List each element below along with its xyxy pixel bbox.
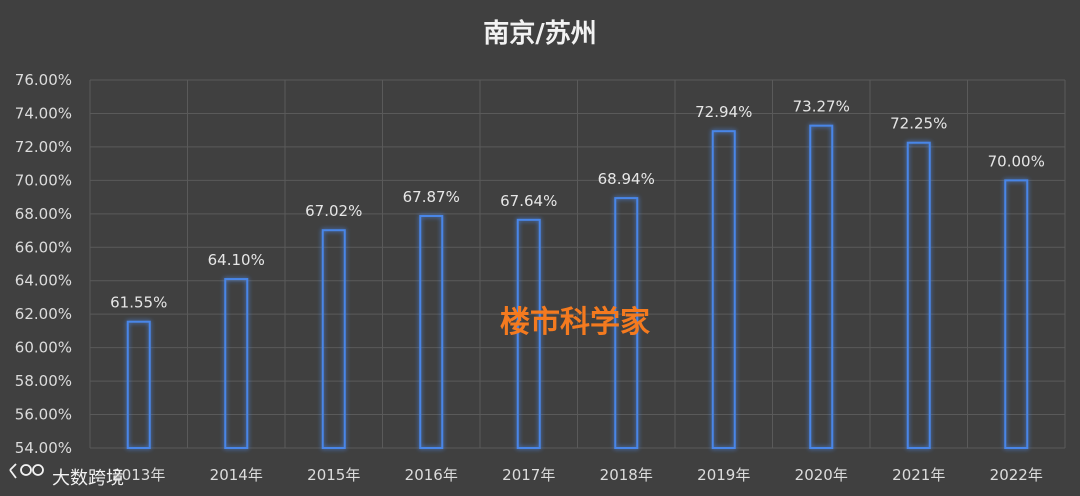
x-tick-label: 2014年 — [210, 466, 263, 484]
x-tick-label: 2016年 — [405, 466, 458, 484]
bar — [711, 130, 736, 449]
y-tick-label: 68.00% — [15, 205, 72, 223]
data-label: 67.02% — [305, 202, 362, 220]
y-axis-ticks: 54.00% 56.00% 58.00% 60.00% 62.00% 64.00% 66.0… — [15, 71, 72, 457]
bar — [809, 124, 834, 449]
data-label: 73.27% — [793, 98, 850, 116]
x-tick-label: 2020年 — [795, 466, 848, 484]
chart-title: 南京/苏州 — [483, 18, 597, 49]
data-label: 72.94% — [695, 103, 752, 121]
data-labels: 61.55% 64.10% 67.02% 67.87% 67.64% 68.94% 72.9… — [110, 98, 1045, 312]
y-tick-label: 64.00% — [15, 272, 72, 290]
bar — [224, 278, 249, 449]
y-tick-label: 76.00% — [15, 71, 72, 89]
bar-series — [126, 124, 1029, 450]
y-tick-label: 74.00% — [15, 104, 72, 122]
data-label: 61.55% — [110, 294, 167, 312]
x-tick-label: 2018年 — [600, 466, 653, 484]
gridlines — [89, 79, 1066, 449]
logo-icon — [9, 463, 44, 479]
x-tick-label: 2021年 — [892, 466, 945, 484]
bar — [1004, 179, 1029, 449]
logo-text: 大数跨境 — [52, 468, 124, 489]
data-label: 67.64% — [500, 192, 557, 210]
bar — [614, 197, 639, 449]
y-tick-label: 70.00% — [15, 171, 72, 189]
y-tick-label: 54.00% — [15, 439, 72, 457]
watermark-text: 楼市科学家 — [500, 305, 650, 340]
x-tick-label: 2019年 — [697, 466, 750, 484]
data-label: 68.94% — [598, 170, 655, 188]
y-tick-label: 58.00% — [15, 372, 72, 390]
data-label: 67.87% — [403, 188, 460, 206]
x-tick-label: 2013年 — [112, 466, 165, 484]
x-axis-ticks: 2013年 2014年 2015年 2016年 2017年 2018年 2019年 2020年… — [112, 466, 1043, 484]
bar — [516, 218, 541, 449]
source-logo: 大数跨境 — [9, 463, 124, 489]
y-tick-label: 72.00% — [15, 138, 72, 156]
data-label: 72.25% — [890, 115, 947, 133]
data-label: 64.10% — [208, 251, 265, 269]
bar — [419, 214, 444, 449]
y-tick-label: 66.00% — [15, 238, 72, 256]
bar — [321, 229, 346, 449]
bar — [126, 320, 151, 449]
y-tick-label: 62.00% — [15, 305, 72, 323]
y-tick-label: 56.00% — [15, 406, 72, 424]
x-tick-label: 2015年 — [307, 466, 360, 484]
y-tick-label: 60.00% — [15, 339, 72, 357]
x-tick-label: 2017年 — [502, 466, 555, 484]
data-label: 70.00% — [988, 152, 1045, 170]
bar — [906, 141, 931, 450]
x-tick-label: 2022年 — [990, 466, 1043, 484]
